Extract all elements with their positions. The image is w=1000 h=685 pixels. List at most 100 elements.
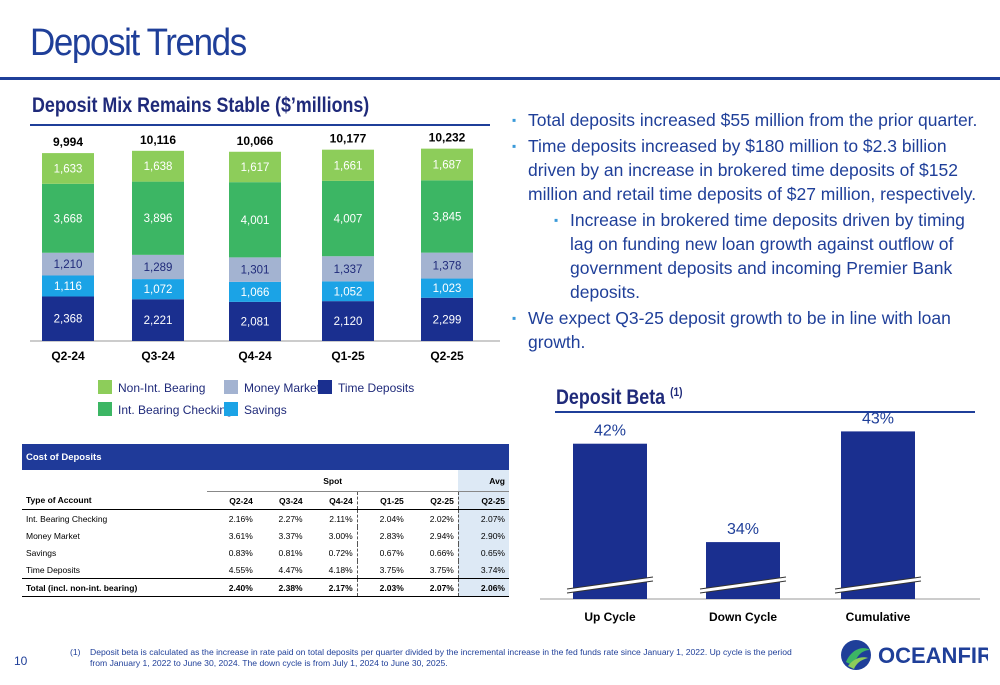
x-tick-label: Up Cycle (584, 610, 636, 624)
bar-segment (322, 149, 374, 181)
bar-segment (132, 181, 184, 255)
data-label: 2,221 (144, 315, 173, 327)
bar-segment (421, 252, 473, 279)
table-caption: Cost of Deposits (22, 444, 509, 470)
data-label: 3,845 (433, 211, 462, 223)
data-label: 3,896 (144, 213, 173, 225)
axis-break-line (699, 576, 787, 590)
axis-break-mark (567, 577, 653, 593)
axis-break-line (566, 580, 654, 594)
data-label: 42% (594, 423, 626, 440)
legend-item-time-deposits: Time Deposits (318, 380, 414, 395)
legend-swatch (224, 380, 238, 394)
deposit-beta-divider (555, 411, 975, 413)
data-label: 4,007 (334, 214, 363, 226)
bar-segment (132, 299, 184, 341)
data-label: 1,638 (144, 161, 173, 173)
bar-segment (42, 183, 94, 253)
deposit-mix-divider (30, 124, 490, 126)
svg-text:OCEANFIRST: OCEANFIRST (878, 643, 988, 668)
column-header: Q4-24 (306, 491, 358, 510)
bar-segment (229, 182, 281, 258)
bar-segment (421, 297, 473, 341)
column-header: Q2-25 (407, 491, 459, 510)
legend-item-non-int-bearing: Non-Int. Bearing (98, 380, 205, 395)
legend-swatch (318, 380, 332, 394)
bar-segment (421, 180, 473, 253)
column-header: Q1-25 (357, 491, 408, 510)
legend-item-int-bearing-checking: Int. Bearing Checking (98, 402, 233, 417)
bar-segment (322, 301, 374, 341)
legend-swatch (98, 402, 112, 416)
x-tick-label: Q3-24 (141, 349, 175, 363)
commentary-bullets: Total deposits increased $55 million fro… (512, 108, 982, 356)
data-label: 2,120 (334, 316, 363, 328)
cost-of-deposits-table: Cost of Deposits Spot Avg Type of Accoun… (22, 444, 509, 597)
table-header-row: Type of Account Q2-24 Q3-24 Q4-24 Q1-25 … (22, 491, 509, 510)
data-label: 2,368 (54, 314, 83, 326)
data-label: 1,023 (433, 283, 462, 295)
deposit-beta-heading: Deposit Beta (1) (556, 385, 683, 409)
footnote-marker: (1) (670, 385, 683, 399)
column-header: Q2-24 (207, 491, 257, 510)
table-row: Time Deposits 4.55% 4.47% 4.18% 3.75% 3.… (22, 561, 509, 579)
bar-segment (229, 257, 281, 282)
data-label: 2,081 (241, 316, 270, 328)
data-label: 34% (727, 521, 759, 538)
data-label: 1,072 (144, 284, 173, 296)
footnote-marker: (1) (70, 647, 81, 657)
data-label: 1,289 (144, 262, 173, 274)
footnote: (1) Deposit beta is calculated as the in… (70, 647, 800, 669)
axis-break-line (566, 576, 654, 590)
deposit-beta-chart: 42% Up Cycle 34% Down Cycle 43% Cumulative (540, 413, 980, 624)
axis-break-line (699, 580, 787, 594)
data-label: 1,052 (334, 286, 363, 298)
data-label: 4,001 (241, 215, 270, 227)
data-label: 1,378 (433, 261, 462, 273)
data-label: 1,687 (433, 159, 462, 171)
bar-segment (42, 252, 94, 276)
bar-segment (322, 281, 374, 302)
column-header: Q3-24 (256, 491, 307, 510)
x-tick-label: Q2-24 (51, 349, 85, 363)
x-tick-label: Cumulative (846, 610, 911, 624)
axis-break-line (834, 580, 922, 594)
x-tick-label: Down Cycle (709, 610, 777, 624)
sub-bullet-item: Increase in brokered time deposits drive… (554, 208, 982, 304)
bullet-item: We expect Q3-25 deposit growth to be in … (512, 306, 982, 354)
bar-segment (132, 254, 184, 280)
bar-segment (229, 301, 281, 341)
bar-segment (229, 151, 281, 183)
table-row: Int. Bearing Checking 2.16% 2.27% 2.11% … (22, 509, 509, 527)
legend-swatch (98, 380, 112, 394)
bar-segment (421, 148, 473, 181)
oceanfirst-logo: OCEANFIRST (838, 636, 1000, 679)
bar-segment (322, 256, 374, 282)
x-tick-label: Q2-25 (430, 349, 464, 363)
total-label: 9,994 (53, 135, 83, 149)
total-label: 10,232 (429, 131, 466, 145)
table-total-row: Total (incl. non-int. bearing) 2.40% 2.3… (22, 578, 509, 597)
bar-segment (421, 278, 473, 298)
bar-segment (229, 281, 281, 302)
page-title: Deposit Trends (30, 22, 247, 64)
axis-break-line (834, 576, 922, 590)
table-row: Money Market 3.61% 3.37% 3.00% 2.83% 2.9… (22, 527, 509, 544)
x-tick-label: Q1-25 (331, 349, 365, 363)
axis-break-mark (700, 577, 786, 593)
data-label: 3,668 (54, 213, 83, 225)
axis-break-mark (835, 577, 921, 593)
bar-segment (132, 150, 184, 182)
page-number: 10 (14, 654, 28, 668)
legend-item-savings: Savings (224, 402, 287, 417)
data-label: 1,066 (241, 287, 270, 299)
bar-segment (132, 279, 184, 300)
bar-segment (42, 296, 94, 341)
bar-segment (42, 275, 94, 297)
data-label: 1,633 (54, 163, 83, 175)
title-divider (0, 77, 1000, 80)
total-label: 10,066 (237, 134, 274, 148)
legend-swatch (224, 402, 238, 416)
total-label: 10,116 (140, 133, 176, 147)
table-row: Savings 0.83% 0.81% 0.72% 0.67% 0.66% 0.… (22, 544, 509, 561)
